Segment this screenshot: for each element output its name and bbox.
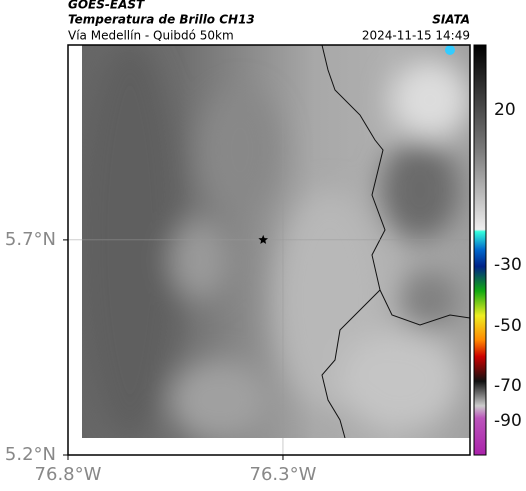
colorbar-label: -30 bbox=[494, 255, 522, 275]
colorbar bbox=[473, 44, 487, 456]
datetime: 2024-11-15 14:49 bbox=[362, 29, 470, 43]
colorbar-label: -70 bbox=[494, 376, 522, 396]
map-frame bbox=[67, 44, 471, 456]
x-tick-label: 76.3°W bbox=[250, 464, 317, 485]
source: GOES-EAST bbox=[68, 0, 145, 12]
location-marker bbox=[258, 234, 268, 244]
colorbar-label: 20 bbox=[494, 100, 516, 120]
org: SIATA bbox=[432, 13, 470, 27]
title: Temperatura de Brillo CH13 bbox=[68, 13, 255, 27]
satellite-image bbox=[82, 45, 470, 438]
y-tick-label: 5.2°N bbox=[5, 444, 56, 465]
x-tick-label: 76.8°W bbox=[35, 464, 102, 485]
y-tick-label: 5.7°N bbox=[5, 229, 56, 250]
subtitle: Vía Medellín - Quibdó 50km bbox=[68, 29, 234, 43]
colorbar-label: -50 bbox=[494, 316, 522, 336]
colorbar-label: -90 bbox=[494, 411, 522, 431]
